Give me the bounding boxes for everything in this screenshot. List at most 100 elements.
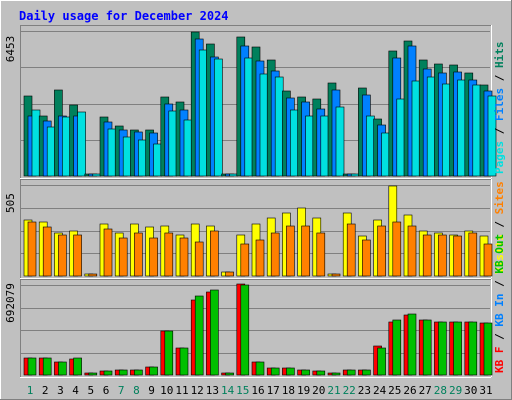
day-label-10: 10 bbox=[160, 384, 173, 397]
bar-pages-day-28 bbox=[442, 83, 451, 177]
bar-kb-out-day-17 bbox=[270, 367, 280, 376]
bar-pages-day-26 bbox=[411, 80, 421, 177]
legend-kb-in: KB In bbox=[493, 294, 506, 327]
bar-sites-day-21 bbox=[331, 273, 341, 277]
panel-legend: KB F / KB In / KB Out bbox=[493, 234, 506, 373]
day-label-16: 16 bbox=[251, 384, 264, 397]
bar-sites-day-25 bbox=[392, 221, 402, 277]
bar-pages-day-30 bbox=[472, 84, 482, 177]
legend-kb-f: KB F bbox=[493, 347, 506, 374]
bar-pages-day-19 bbox=[305, 115, 314, 177]
bar-sites-day-28 bbox=[438, 234, 447, 277]
bar-pages-day-24 bbox=[381, 132, 390, 177]
day-label-29: 29 bbox=[449, 384, 462, 397]
panel-legend: Pages / Files / Hits bbox=[493, 42, 506, 175]
day-label-28: 28 bbox=[434, 384, 447, 397]
day-label-4: 4 bbox=[72, 384, 79, 397]
bar-kb-out-day-2 bbox=[42, 357, 52, 376]
bar-sites-day-16 bbox=[255, 239, 265, 277]
legend-text: Pages / Files / Hits bbox=[493, 42, 506, 175]
bar-sites-day-2 bbox=[42, 226, 52, 277]
legend-separator: / bbox=[493, 327, 506, 347]
bar-pages-day-21 bbox=[335, 106, 345, 177]
bar-pages-day-13 bbox=[214, 58, 223, 177]
panel-visits: 505 Visits / Sites bbox=[4, 179, 506, 279]
day-label-26: 26 bbox=[403, 384, 416, 397]
bar-kb-out-day-22 bbox=[346, 369, 356, 376]
bar-kb-out-day-9 bbox=[149, 366, 158, 376]
bar-kb-out-day-28 bbox=[438, 321, 447, 376]
bar-pages-day-10 bbox=[168, 110, 178, 177]
panel-legend: Visits / Sites bbox=[493, 181, 506, 274]
day-label-19: 19 bbox=[297, 384, 310, 397]
bar-kb-out-day-26 bbox=[407, 313, 417, 376]
day-label-22: 22 bbox=[343, 384, 356, 397]
legend-text: Visits / Sites bbox=[493, 181, 506, 274]
bar-kb-out-day-20 bbox=[316, 370, 326, 376]
bar-sites-day-12 bbox=[194, 241, 204, 277]
day-label-11: 11 bbox=[175, 384, 188, 397]
bar-kb-out-day-7 bbox=[118, 369, 128, 376]
bar-pages-day-15 bbox=[244, 57, 254, 177]
bar-kb-out-day-19 bbox=[301, 369, 310, 376]
bar-pages-day-14 bbox=[229, 173, 238, 177]
bar-pages-day-31 bbox=[487, 95, 497, 177]
bar-kb-out-day-13 bbox=[210, 289, 219, 376]
bar-sites-day-4 bbox=[73, 234, 82, 277]
day-label-18: 18 bbox=[282, 384, 295, 397]
bar-kb-out-day-11 bbox=[179, 347, 189, 376]
day-label-25: 25 bbox=[388, 384, 401, 397]
legend-separator: / bbox=[493, 214, 506, 234]
day-label-15: 15 bbox=[236, 384, 249, 397]
bar-sites-day-30 bbox=[468, 232, 478, 277]
bar-kb-out-day-12 bbox=[194, 295, 204, 376]
bar-pages-day-9 bbox=[153, 143, 162, 177]
bar-pages-day-3 bbox=[62, 116, 71, 177]
day-label-6: 6 bbox=[103, 384, 110, 397]
day-label-14: 14 bbox=[221, 384, 235, 397]
day-label-27: 27 bbox=[419, 384, 432, 397]
day-label-24: 24 bbox=[373, 384, 387, 397]
bar-kb-out-day-23 bbox=[362, 369, 371, 376]
legend-sites: Sites bbox=[493, 181, 506, 214]
bar-kb-out-day-30 bbox=[468, 321, 478, 376]
day-label-20: 20 bbox=[312, 384, 325, 397]
legend-pages: Pages bbox=[493, 141, 506, 174]
bar-sites-day-26 bbox=[407, 225, 417, 277]
bar-kb-out-day-1 bbox=[27, 357, 37, 376]
bar-kb-out-day-25 bbox=[392, 319, 402, 376]
bar-pages-day-7 bbox=[122, 136, 132, 177]
bar-sites-day-10 bbox=[164, 232, 174, 277]
bar-sites-day-14 bbox=[225, 271, 234, 277]
bar-pages-day-17 bbox=[274, 76, 284, 177]
bar-pages-day-16 bbox=[259, 73, 269, 177]
bar-kb-out-day-8 bbox=[134, 369, 143, 376]
legend-kb-out: KB Out bbox=[493, 234, 506, 274]
bar-pages-day-23 bbox=[366, 115, 375, 177]
bar-pages-day-6 bbox=[107, 128, 117, 177]
legend-separator: / bbox=[493, 68, 506, 88]
day-label-1: 1 bbox=[27, 384, 34, 397]
bar-kb-out-day-16 bbox=[255, 361, 265, 376]
bar-pages-day-1 bbox=[31, 109, 41, 177]
bar-pages-day-29 bbox=[457, 79, 466, 177]
bar-kb-out-day-31 bbox=[483, 322, 493, 376]
legend-separator: / bbox=[493, 121, 506, 141]
day-label-23: 23 bbox=[358, 384, 371, 397]
bar-pages-day-5 bbox=[92, 173, 102, 177]
scale-max-label: 6453 bbox=[4, 36, 17, 63]
day-label-8: 8 bbox=[133, 384, 140, 397]
legend-hits: Hits bbox=[493, 42, 506, 69]
day-label-13: 13 bbox=[206, 384, 219, 397]
bar-kb-out-day-24 bbox=[377, 347, 386, 376]
bar-sites-day-18 bbox=[286, 225, 295, 277]
bar-sites-day-24 bbox=[377, 225, 386, 277]
day-label-3: 3 bbox=[57, 384, 64, 397]
bar-pages-day-12 bbox=[198, 49, 208, 177]
day-label-21: 21 bbox=[327, 384, 340, 397]
panels: 6453 Pages / Files / Hits 505 Visits / Site… bbox=[4, 25, 506, 378]
bar-kb-out-day-29 bbox=[453, 321, 462, 376]
bar-sites-day-22 bbox=[346, 223, 356, 277]
bar-sites-day-29 bbox=[453, 235, 462, 277]
